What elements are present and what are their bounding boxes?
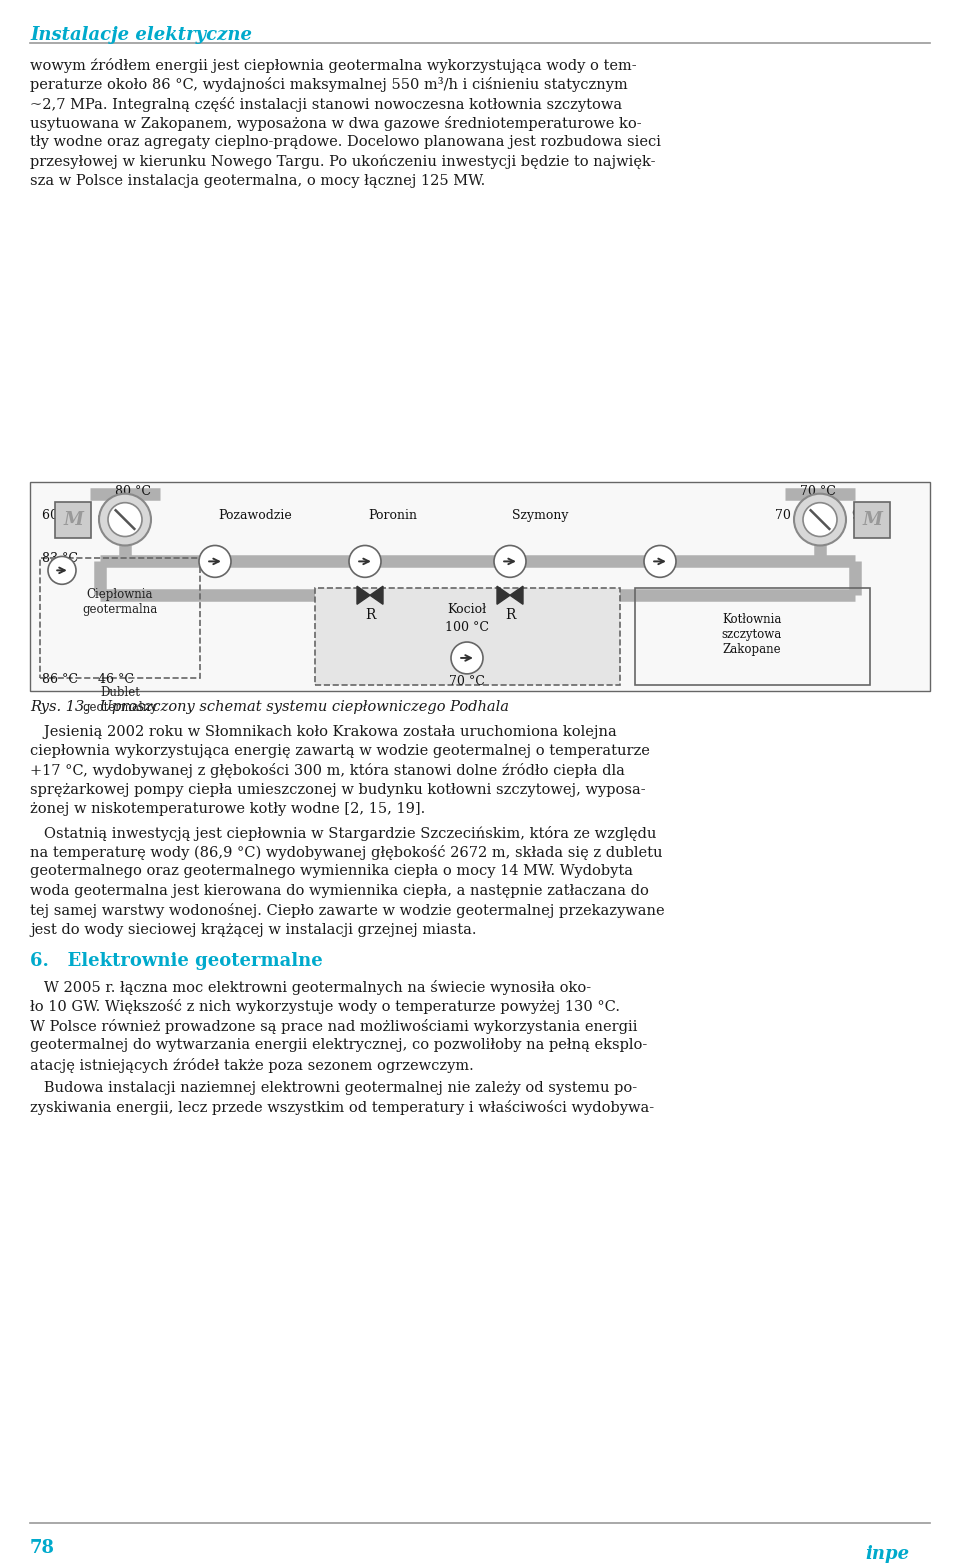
Text: 70 °C: 70 °C	[775, 509, 811, 521]
Text: 70 °C: 70 °C	[449, 675, 485, 687]
Text: ło 10 GW. Większość z nich wykorzystuje wody o temperaturze powyżej 130 °C.: ło 10 GW. Większość z nich wykorzystuje …	[30, 999, 620, 1015]
Text: 100 °C: 100 °C	[445, 622, 489, 634]
Polygon shape	[497, 586, 510, 604]
Text: Poronin: Poronin	[368, 509, 417, 521]
Text: atację istniejących źródeł także poza sezonem ogrzewczym.: atację istniejących źródeł także poza se…	[30, 1057, 473, 1073]
Text: na temperaturę wody (86,9 °C) wydobywanej głębokość 2672 m, składa się z dubletu: na temperaturę wody (86,9 °C) wydobywane…	[30, 846, 662, 860]
Text: M: M	[63, 511, 83, 529]
Text: wowym źródłem energii jest ciepłownia geotermalna wykorzystująca wody o tem-: wowym źródłem energii jest ciepłownia ge…	[30, 58, 636, 72]
Circle shape	[48, 556, 76, 584]
Text: geotermalnej do wytwarzania energii elektrycznej, co pozwoliłoby na pełną eksplo: geotermalnej do wytwarzania energii elek…	[30, 1038, 647, 1052]
Bar	[854, 501, 890, 537]
Text: Ciepłownia
geotermalna: Ciepłownia geotermalna	[83, 589, 157, 617]
Text: tły wodne oraz agregaty cieplno-prądowe. Docelowo planowana jest rozbudowa sieci: tły wodne oraz agregaty cieplno-prądowe.…	[30, 135, 661, 149]
Bar	[40, 559, 200, 678]
Text: R: R	[365, 608, 375, 622]
Text: 60 °C: 60 °C	[42, 509, 78, 521]
Polygon shape	[370, 586, 383, 604]
Text: geotermalnego oraz geotermalnego wymiennika ciepła o mocy 14 MW. Wydobyta: geotermalnego oraz geotermalnego wymienn…	[30, 864, 633, 879]
Circle shape	[644, 545, 676, 578]
Text: 78: 78	[30, 1539, 55, 1557]
Text: jest do wody sieciowej krążącej w instalacji grzejnej miasta.: jest do wody sieciowej krążącej w instal…	[30, 922, 476, 936]
Text: zyskiwania energii, lecz przede wszystkim od temperatury i właściwości wydobywa-: zyskiwania energii, lecz przede wszystki…	[30, 1101, 654, 1115]
Circle shape	[349, 545, 381, 578]
Text: W 2005 r. łączna moc elektrowni geotermalnych na świecie wynosiła oko-: W 2005 r. łączna moc elektrowni geoterma…	[30, 980, 591, 994]
Circle shape	[494, 545, 526, 578]
Bar	[30, 482, 930, 691]
Text: W Polsce również prowadzone są prace nad możliwościami wykorzystania energii: W Polsce również prowadzone są prace nad…	[30, 1019, 637, 1034]
Circle shape	[451, 642, 483, 673]
Circle shape	[803, 503, 837, 537]
Text: Pozawodzie: Pozawodzie	[218, 509, 292, 521]
Text: Instalacje elektryczne: Instalacje elektryczne	[30, 27, 252, 44]
Text: M: M	[862, 511, 882, 529]
Text: 86 °C: 86 °C	[42, 673, 78, 686]
Text: +17 °C, wydobywanej z głębokości 300 m, która stanowi dolne źródło ciepła dla: +17 °C, wydobywanej z głębokości 300 m, …	[30, 764, 625, 778]
Text: Ostatnią inwestycją jest ciepłownia w Stargardzie Szczecińskim, która ze względu: Ostatnią inwestycją jest ciepłownia w St…	[30, 825, 657, 841]
Bar	[55, 501, 91, 537]
Text: Uproszczony schemat systemu ciepłowniczego Podhala: Uproszczony schemat systemu ciepłownicze…	[95, 700, 509, 714]
Text: przesyłowej w kierunku Nowego Targu. Po ukończeniu inwestycji będzie to najwięk-: przesyłowej w kierunku Nowego Targu. Po …	[30, 155, 656, 169]
Text: 90 °C: 90 °C	[852, 509, 888, 521]
Text: ~2,7 MPa. Integralną część instalacji stanowi nowoczesna kotłownia szczytowa: ~2,7 MPa. Integralną część instalacji st…	[30, 97, 622, 111]
Text: Kocioł: Kocioł	[447, 603, 487, 615]
Text: R: R	[505, 608, 516, 622]
Text: Szymony: Szymony	[512, 509, 568, 521]
Text: Jesienią 2002 roku w Słomnikach koło Krakowa została uruchomiona kolejna: Jesienią 2002 roku w Słomnikach koło Kra…	[30, 725, 616, 739]
Circle shape	[199, 545, 231, 578]
Text: Kotłownia
szczytowa
Zakopane: Kotłownia szczytowa Zakopane	[722, 614, 782, 656]
Polygon shape	[510, 586, 523, 604]
Text: żonej w niskotemperaturowe kotły wodne [2, 15, 19].: żonej w niskotemperaturowe kotły wodne […	[30, 802, 425, 816]
Text: 80 °C: 80 °C	[115, 485, 151, 498]
Circle shape	[108, 503, 142, 537]
Text: 6.   Elektrownie geotermalne: 6. Elektrownie geotermalne	[30, 952, 323, 969]
Text: 46 °C: 46 °C	[98, 673, 134, 686]
Bar	[635, 589, 870, 684]
Bar	[315, 589, 620, 684]
Text: Dublet
geotermalny: Dublet geotermalny	[83, 686, 157, 714]
Text: 43 °C: 43 °C	[98, 509, 134, 521]
Text: sza w Polsce instalacja geotermalna, o mocy łącznej 125 MW.: sza w Polsce instalacja geotermalna, o m…	[30, 174, 485, 188]
Text: 83 °C: 83 °C	[42, 551, 78, 565]
Text: ciepłownia wykorzystująca energię zawartą w wodzie geotermalnej o temperaturze: ciepłownia wykorzystująca energię zawart…	[30, 744, 650, 758]
Text: usytuowana w Zakopanem, wyposażona w dwa gazowe średniotemperaturowe ko-: usytuowana w Zakopanem, wyposażona w dwa…	[30, 116, 641, 132]
Text: Rys. 13.: Rys. 13.	[30, 700, 89, 714]
Text: inpe: inpe	[866, 1544, 910, 1563]
Text: woda geotermalna jest kierowana do wymiennika ciepła, a następnie zatłaczana do: woda geotermalna jest kierowana do wymie…	[30, 883, 649, 897]
Text: 70 °C: 70 °C	[800, 485, 836, 498]
Text: peraturze około 86 °C, wydajności maksymalnej 550 m³/h i ciśnieniu statycznym: peraturze około 86 °C, wydajności maksym…	[30, 77, 628, 92]
Text: tej samej warstwy wodonośnej. Ciepło zawarte w wodzie geotermalnej przekazywane: tej samej warstwy wodonośnej. Ciepło zaw…	[30, 904, 664, 918]
Circle shape	[794, 493, 846, 545]
Text: sprężarkowej pompy ciepła umieszczonej w budynku kotłowni szczytowej, wyposa-: sprężarkowej pompy ciepła umieszczonej w…	[30, 783, 646, 797]
Text: Budowa instalacji naziemnej elektrowni geotermalnej nie zależy od systemu po-: Budowa instalacji naziemnej elektrowni g…	[30, 1081, 637, 1095]
Polygon shape	[357, 586, 370, 604]
Circle shape	[99, 493, 151, 545]
